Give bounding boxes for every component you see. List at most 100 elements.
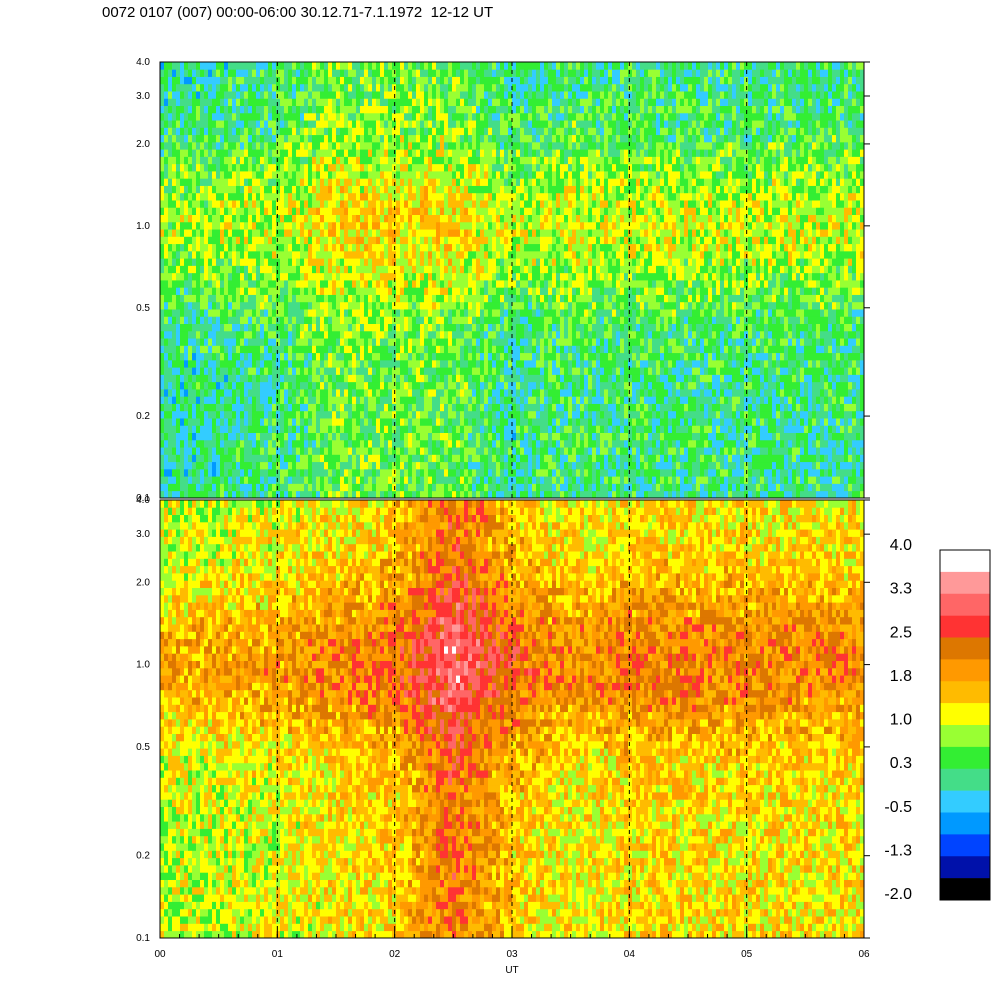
- heat-cell: [428, 207, 433, 215]
- heat-cell: [204, 221, 209, 230]
- heat-cell: [248, 389, 253, 397]
- heat-cell: [352, 134, 357, 143]
- heat-cell: [236, 418, 241, 426]
- heat-cell: [256, 229, 261, 237]
- heat-cell: [276, 163, 281, 172]
- heat-cell: [256, 483, 261, 492]
- heat-cell: [232, 418, 237, 426]
- heat-cell: [296, 432, 301, 441]
- heat-cell: [160, 468, 165, 477]
- heat-cell: [420, 418, 425, 426]
- heat-cell: [484, 236, 489, 245]
- heat-cell: [188, 280, 193, 288]
- heat-cell: [332, 214, 337, 223]
- heat-cell: [272, 381, 277, 390]
- heat-cell: [376, 330, 381, 339]
- heat-cell: [164, 76, 169, 85]
- heat-cell: [304, 287, 309, 295]
- heat-cell: [456, 243, 461, 252]
- heat-cell: [216, 389, 221, 397]
- heat-cell: [376, 229, 381, 237]
- heat-cell: [188, 112, 193, 121]
- heat-cell: [180, 258, 185, 266]
- heat-cell: [196, 483, 201, 492]
- heat-cell: [328, 483, 333, 492]
- heat-cell: [328, 236, 333, 245]
- heat-cell: [368, 105, 373, 114]
- heat-cell: [340, 76, 345, 85]
- heat-cell: [408, 345, 413, 354]
- heat-cell: [224, 410, 229, 419]
- heat-cell: [456, 214, 461, 223]
- heat-cell: [432, 483, 437, 492]
- heat-cell: [200, 367, 205, 375]
- heat-cell: [440, 185, 445, 194]
- heat-cell: [320, 323, 325, 332]
- heat-cell: [376, 62, 381, 70]
- heat-cell: [460, 178, 465, 186]
- heat-cell: [196, 367, 201, 375]
- heat-cell: [424, 309, 429, 317]
- heat-cell: [348, 374, 353, 383]
- heat-cell: [412, 476, 417, 484]
- heat-cell: [328, 207, 333, 215]
- heat-cell: [192, 243, 197, 252]
- heat-cell: [320, 265, 325, 274]
- heat-cell: [408, 83, 413, 92]
- heat-cell: [280, 149, 285, 157]
- heat-cell: [164, 352, 169, 361]
- heat-cell: [452, 149, 457, 157]
- heat-cell: [256, 272, 261, 281]
- heat-cell: [348, 447, 353, 455]
- heat-cell: [232, 367, 237, 375]
- heat-cell: [184, 265, 189, 274]
- heat-cell: [420, 62, 425, 70]
- heat-cell: [184, 280, 189, 288]
- heat-cell: [336, 338, 341, 346]
- heat-cell: [476, 447, 481, 455]
- heat-cell: [436, 323, 441, 332]
- heat-cell: [304, 432, 309, 441]
- heat-cell: [340, 410, 345, 419]
- heat-cell: [168, 76, 173, 85]
- heat-cell: [192, 185, 197, 194]
- heat-cell: [388, 359, 393, 368]
- heat-cell: [260, 403, 265, 412]
- heat-cell: [368, 98, 373, 106]
- heat-cell: [224, 461, 229, 470]
- heat-cell: [288, 120, 293, 128]
- heat-cell: [200, 418, 205, 426]
- heat-cell: [364, 207, 369, 215]
- heat-cell: [276, 134, 281, 143]
- heat-cell: [320, 381, 325, 390]
- heat-cell: [224, 272, 229, 281]
- heat-cell: [192, 105, 197, 114]
- heat-cell: [396, 316, 401, 324]
- heat-cell: [448, 454, 453, 463]
- heat-cell: [340, 359, 345, 368]
- heat-cell: [184, 134, 189, 143]
- heat-cell: [204, 338, 209, 346]
- heat-cell: [240, 98, 245, 106]
- heat-cell: [364, 76, 369, 85]
- heat-cell: [344, 112, 349, 121]
- heat-cell: [432, 476, 437, 484]
- heat-cell: [196, 156, 201, 165]
- heat-cell: [348, 490, 353, 498]
- heat-cell: [276, 367, 281, 375]
- heat-cell: [212, 250, 217, 259]
- heat-cell: [440, 483, 445, 492]
- heat-cell: [260, 287, 265, 295]
- heat-cell: [212, 185, 217, 194]
- heat-cell: [364, 294, 369, 303]
- heat-cell: [288, 316, 293, 324]
- heat-cell: [408, 439, 413, 448]
- heat-cell: [188, 374, 193, 383]
- heat-cell: [236, 367, 241, 375]
- heat-cell: [456, 112, 461, 121]
- heat-cell: [288, 425, 293, 433]
- heat-cell: [356, 243, 361, 252]
- heat-cell: [364, 149, 369, 157]
- heat-cell: [272, 105, 277, 114]
- heat-cell: [492, 432, 497, 441]
